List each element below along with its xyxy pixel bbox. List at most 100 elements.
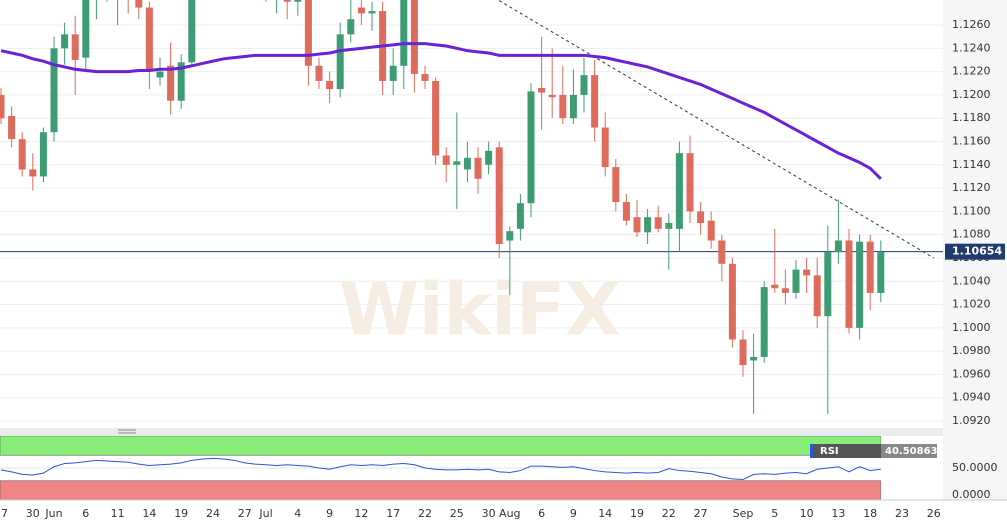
x-tick-label: 22 bbox=[418, 507, 432, 520]
price-panel: WikiFX bbox=[0, 0, 943, 422]
candle-body bbox=[368, 11, 376, 14]
candle-body bbox=[389, 65, 397, 81]
candle-body bbox=[304, 0, 312, 66]
x-tick-label: 10 bbox=[800, 507, 814, 520]
y-tick-label: 1.1180 bbox=[952, 111, 991, 124]
rsi-value-box bbox=[881, 444, 937, 458]
candle-body bbox=[463, 157, 471, 170]
y-tick-label: 1.1080 bbox=[952, 228, 991, 241]
x-tick-label: 27 bbox=[694, 507, 708, 520]
rsi-line bbox=[0, 457, 881, 481]
y-tick-label: 1.1140 bbox=[952, 158, 991, 171]
candle-body bbox=[61, 34, 69, 49]
x-tick-label: 12 bbox=[354, 507, 368, 520]
rsi-tick-label: 0.0000 bbox=[952, 488, 991, 501]
y-tick-label: 1.0940 bbox=[952, 391, 991, 404]
x-tick-label: 25 bbox=[450, 507, 464, 520]
candle-body bbox=[0, 94, 5, 119]
candle-body bbox=[686, 153, 694, 212]
y-tick-label: 1.1260 bbox=[952, 18, 991, 31]
y-tick-label: 1.1240 bbox=[952, 41, 991, 54]
candle-body bbox=[591, 75, 599, 128]
candle-body bbox=[548, 94, 556, 98]
candle-body bbox=[29, 169, 37, 177]
overlay: 1.0920 1.0940 1.0960 1.0980 1.1000 1.1020 1.10… bbox=[0, 18, 1005, 520]
candle-body bbox=[421, 73, 429, 81]
candle-body bbox=[347, 19, 355, 35]
candle-body bbox=[167, 65, 175, 101]
rsi-name-box bbox=[810, 444, 881, 458]
candle-body bbox=[495, 147, 503, 244]
y-tick-label: 1.1040 bbox=[952, 274, 991, 287]
candle-body bbox=[527, 91, 535, 204]
candle-body bbox=[559, 94, 567, 119]
x-tick-label: 27 bbox=[238, 507, 252, 520]
candle-body bbox=[644, 217, 652, 233]
y-tick-label: 1.1220 bbox=[952, 65, 991, 78]
x-tick-label: Aug bbox=[499, 507, 520, 520]
candle-body bbox=[675, 153, 683, 229]
watermark: WikiFX bbox=[339, 268, 620, 352]
x-tick-label: 6 bbox=[82, 507, 89, 520]
x-tick-label: 9 bbox=[570, 507, 577, 520]
candle-body bbox=[813, 275, 821, 317]
trendline bbox=[498, 0, 935, 259]
x-tick-label: 23 bbox=[895, 507, 909, 520]
panel-separator[interactable] bbox=[0, 428, 943, 436]
candle-body bbox=[82, 0, 90, 58]
x-tick-label: 6 bbox=[538, 507, 545, 520]
y-tick-label: 1.1020 bbox=[952, 298, 991, 311]
candle-body bbox=[569, 94, 577, 119]
x-tick-label: 27 bbox=[0, 507, 8, 520]
x-tick-label: 18 bbox=[863, 507, 877, 520]
candle-body bbox=[71, 34, 79, 60]
candle-body bbox=[877, 252, 885, 293]
x-tick-label: Jun bbox=[44, 507, 62, 520]
candle-body bbox=[283, 0, 291, 2]
x-tick-label: 19 bbox=[174, 507, 188, 520]
candle-body bbox=[538, 87, 546, 93]
rsi-marker bbox=[810, 444, 813, 458]
x-tick-label: 11 bbox=[111, 507, 125, 520]
candle-body bbox=[750, 356, 758, 361]
y-tick-label: 1.1000 bbox=[952, 321, 991, 334]
candle-body bbox=[633, 217, 641, 233]
candle-body bbox=[718, 240, 726, 264]
candle-body bbox=[294, 0, 302, 2]
candle-body bbox=[357, 7, 365, 14]
candle-body bbox=[50, 48, 58, 133]
rsi-panel bbox=[0, 436, 881, 500]
x-tick-label: 26 bbox=[927, 507, 941, 520]
candle-body bbox=[856, 241, 864, 328]
x-tick-label: 14 bbox=[142, 507, 156, 520]
candle-body bbox=[707, 220, 715, 241]
x-tick-label: 9 bbox=[326, 507, 333, 520]
y-tick-label: 1.1100 bbox=[952, 204, 991, 217]
candle-body bbox=[400, 0, 408, 66]
rsi-value: 40.50863 bbox=[885, 446, 938, 457]
candle-body bbox=[622, 202, 630, 221]
candle-body bbox=[8, 115, 16, 140]
candle-body bbox=[866, 241, 874, 293]
last-price-box bbox=[945, 243, 1005, 260]
candle-body bbox=[824, 252, 832, 317]
candle-body bbox=[432, 80, 440, 156]
x-tick-label: 30 bbox=[26, 507, 40, 520]
candle-body bbox=[792, 269, 800, 293]
candle-body bbox=[781, 288, 789, 293]
candle-body bbox=[156, 71, 164, 78]
rsi-overbought-band bbox=[0, 436, 881, 456]
candle-body bbox=[315, 65, 323, 81]
candle-body bbox=[771, 284, 779, 289]
x-tick-label: 13 bbox=[831, 507, 845, 520]
x-tick-label: 5 bbox=[771, 507, 778, 520]
candle-body bbox=[39, 132, 47, 177]
candle-body bbox=[834, 240, 842, 253]
candle-body bbox=[516, 203, 524, 229]
candle-body bbox=[442, 155, 450, 165]
x-tick-label: Jul bbox=[258, 507, 272, 520]
candle-body bbox=[739, 339, 747, 366]
candle-body bbox=[845, 240, 853, 328]
candle-body bbox=[760, 287, 768, 357]
